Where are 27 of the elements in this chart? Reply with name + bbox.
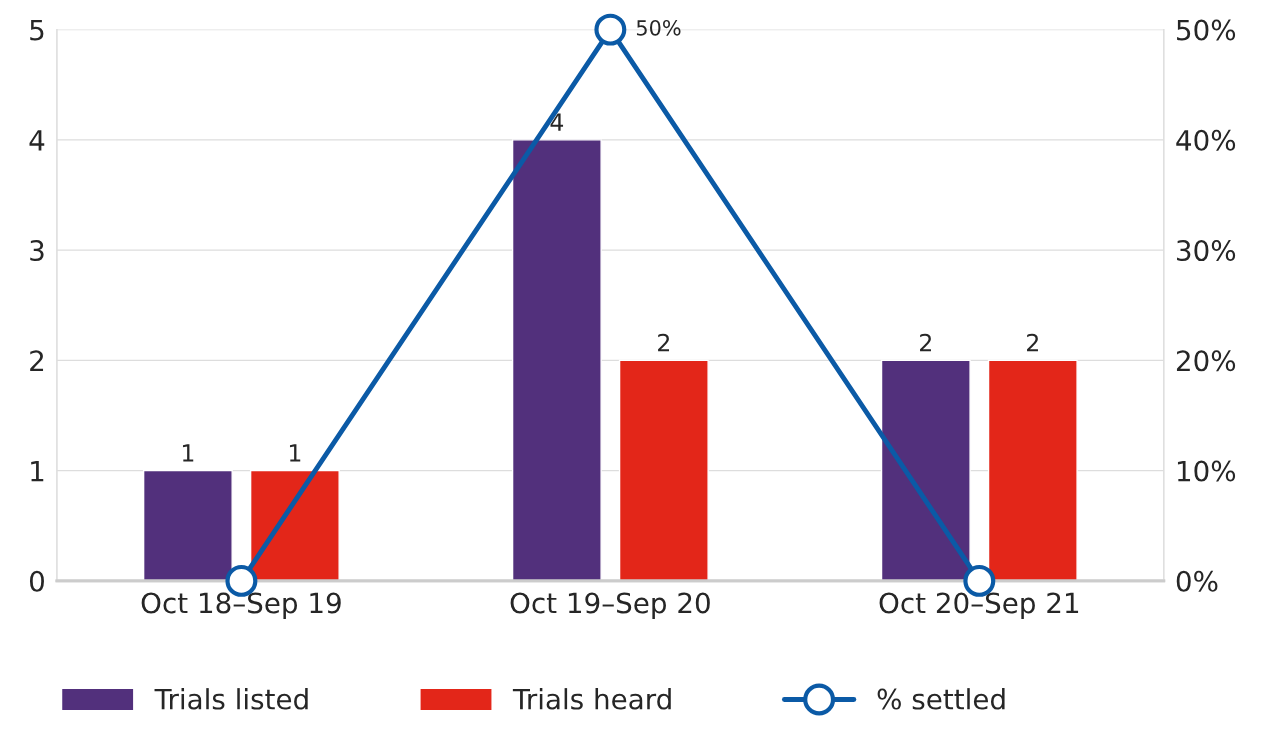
data-label: 4: [550, 113, 564, 131]
y-tick-label: 2: [30, 350, 44, 371]
y2-tick-label: 40%: [1176, 129, 1236, 151]
y2-tick-label: 30%: [1177, 240, 1236, 262]
bar: [511, 139, 602, 581]
data-label: 50%: [636, 19, 681, 36]
legend-label: % settled: [877, 688, 1005, 710]
legend-label: Trials listed: [154, 688, 308, 710]
y2-tick-label: 20%: [1176, 350, 1236, 372]
data-label: 2: [920, 333, 931, 352]
x-tick-label: Oct 18–Sep 19: [141, 592, 341, 619]
y-tick-label: 4: [29, 130, 45, 151]
x-tick-label: Oct 20–Sep 21: [879, 592, 1079, 619]
y2-tick-label: 50%: [1177, 19, 1236, 41]
bar: [618, 359, 709, 581]
y2-tick-label: 0%: [1176, 570, 1218, 592]
data-label: 1: [182, 444, 194, 462]
legend-label: Trials heard: [512, 688, 671, 710]
x-tick-label: Oct 19–Sep 20: [510, 592, 710, 619]
y-tick-label: 0: [29, 570, 44, 592]
data-label: 2: [1027, 333, 1038, 352]
y-tick-label: 5: [30, 19, 44, 41]
y-tick-label: 3: [30, 240, 44, 262]
data-label: 2: [658, 333, 670, 352]
y2-tick-label: 10%: [1177, 460, 1236, 482]
y-tick-label: 1: [31, 460, 44, 482]
data-label: 1: [289, 444, 301, 462]
